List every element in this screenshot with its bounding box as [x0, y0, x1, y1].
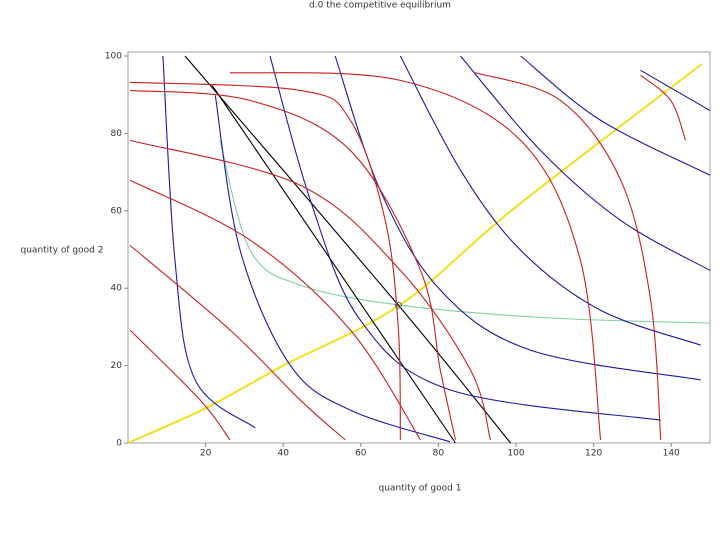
curve — [129, 139, 491, 441]
curve — [127, 62, 703, 444]
curve — [129, 89, 457, 441]
x-axis-label: quantity of good 1 — [379, 484, 462, 494]
curve — [399, 55, 701, 346]
y-tick-label: 100 — [105, 52, 122, 62]
curve — [129, 244, 346, 441]
curve — [460, 55, 711, 271]
x-tick-label: 120 — [585, 449, 602, 459]
plot-frame — [127, 51, 711, 444]
curve — [640, 69, 711, 112]
x-tick-label: 100 — [507, 449, 524, 459]
curve — [520, 55, 711, 176]
y-tick-label: 0 — [116, 439, 122, 449]
x-tick-label: 60 — [355, 449, 367, 459]
curve — [129, 81, 401, 440]
x-tick-label: 80 — [433, 449, 445, 459]
y-tick-label: 80 — [111, 129, 123, 139]
y-tick-label: 40 — [111, 284, 123, 294]
curve — [269, 55, 661, 421]
x-tick-label: 20 — [200, 449, 212, 459]
x-tick-label: 140 — [663, 449, 680, 459]
curve — [230, 72, 602, 440]
curve — [475, 72, 662, 440]
x-tick-label: 40 — [277, 449, 289, 459]
chart-title: d.0 the competitive equilibrium — [309, 1, 451, 11]
curve — [211, 85, 456, 444]
curve — [334, 55, 701, 381]
y-axis-label: quantity of good 2 — [21, 246, 104, 256]
curve — [162, 55, 256, 429]
equilibrium-point — [394, 301, 402, 309]
curve — [214, 95, 451, 443]
curve — [184, 55, 511, 444]
curve — [129, 329, 231, 441]
y-tick-label: 20 — [111, 361, 123, 371]
curve — [129, 179, 422, 441]
y-tick-label: 60 — [111, 206, 123, 216]
curve — [219, 140, 711, 324]
curve — [640, 74, 687, 141]
